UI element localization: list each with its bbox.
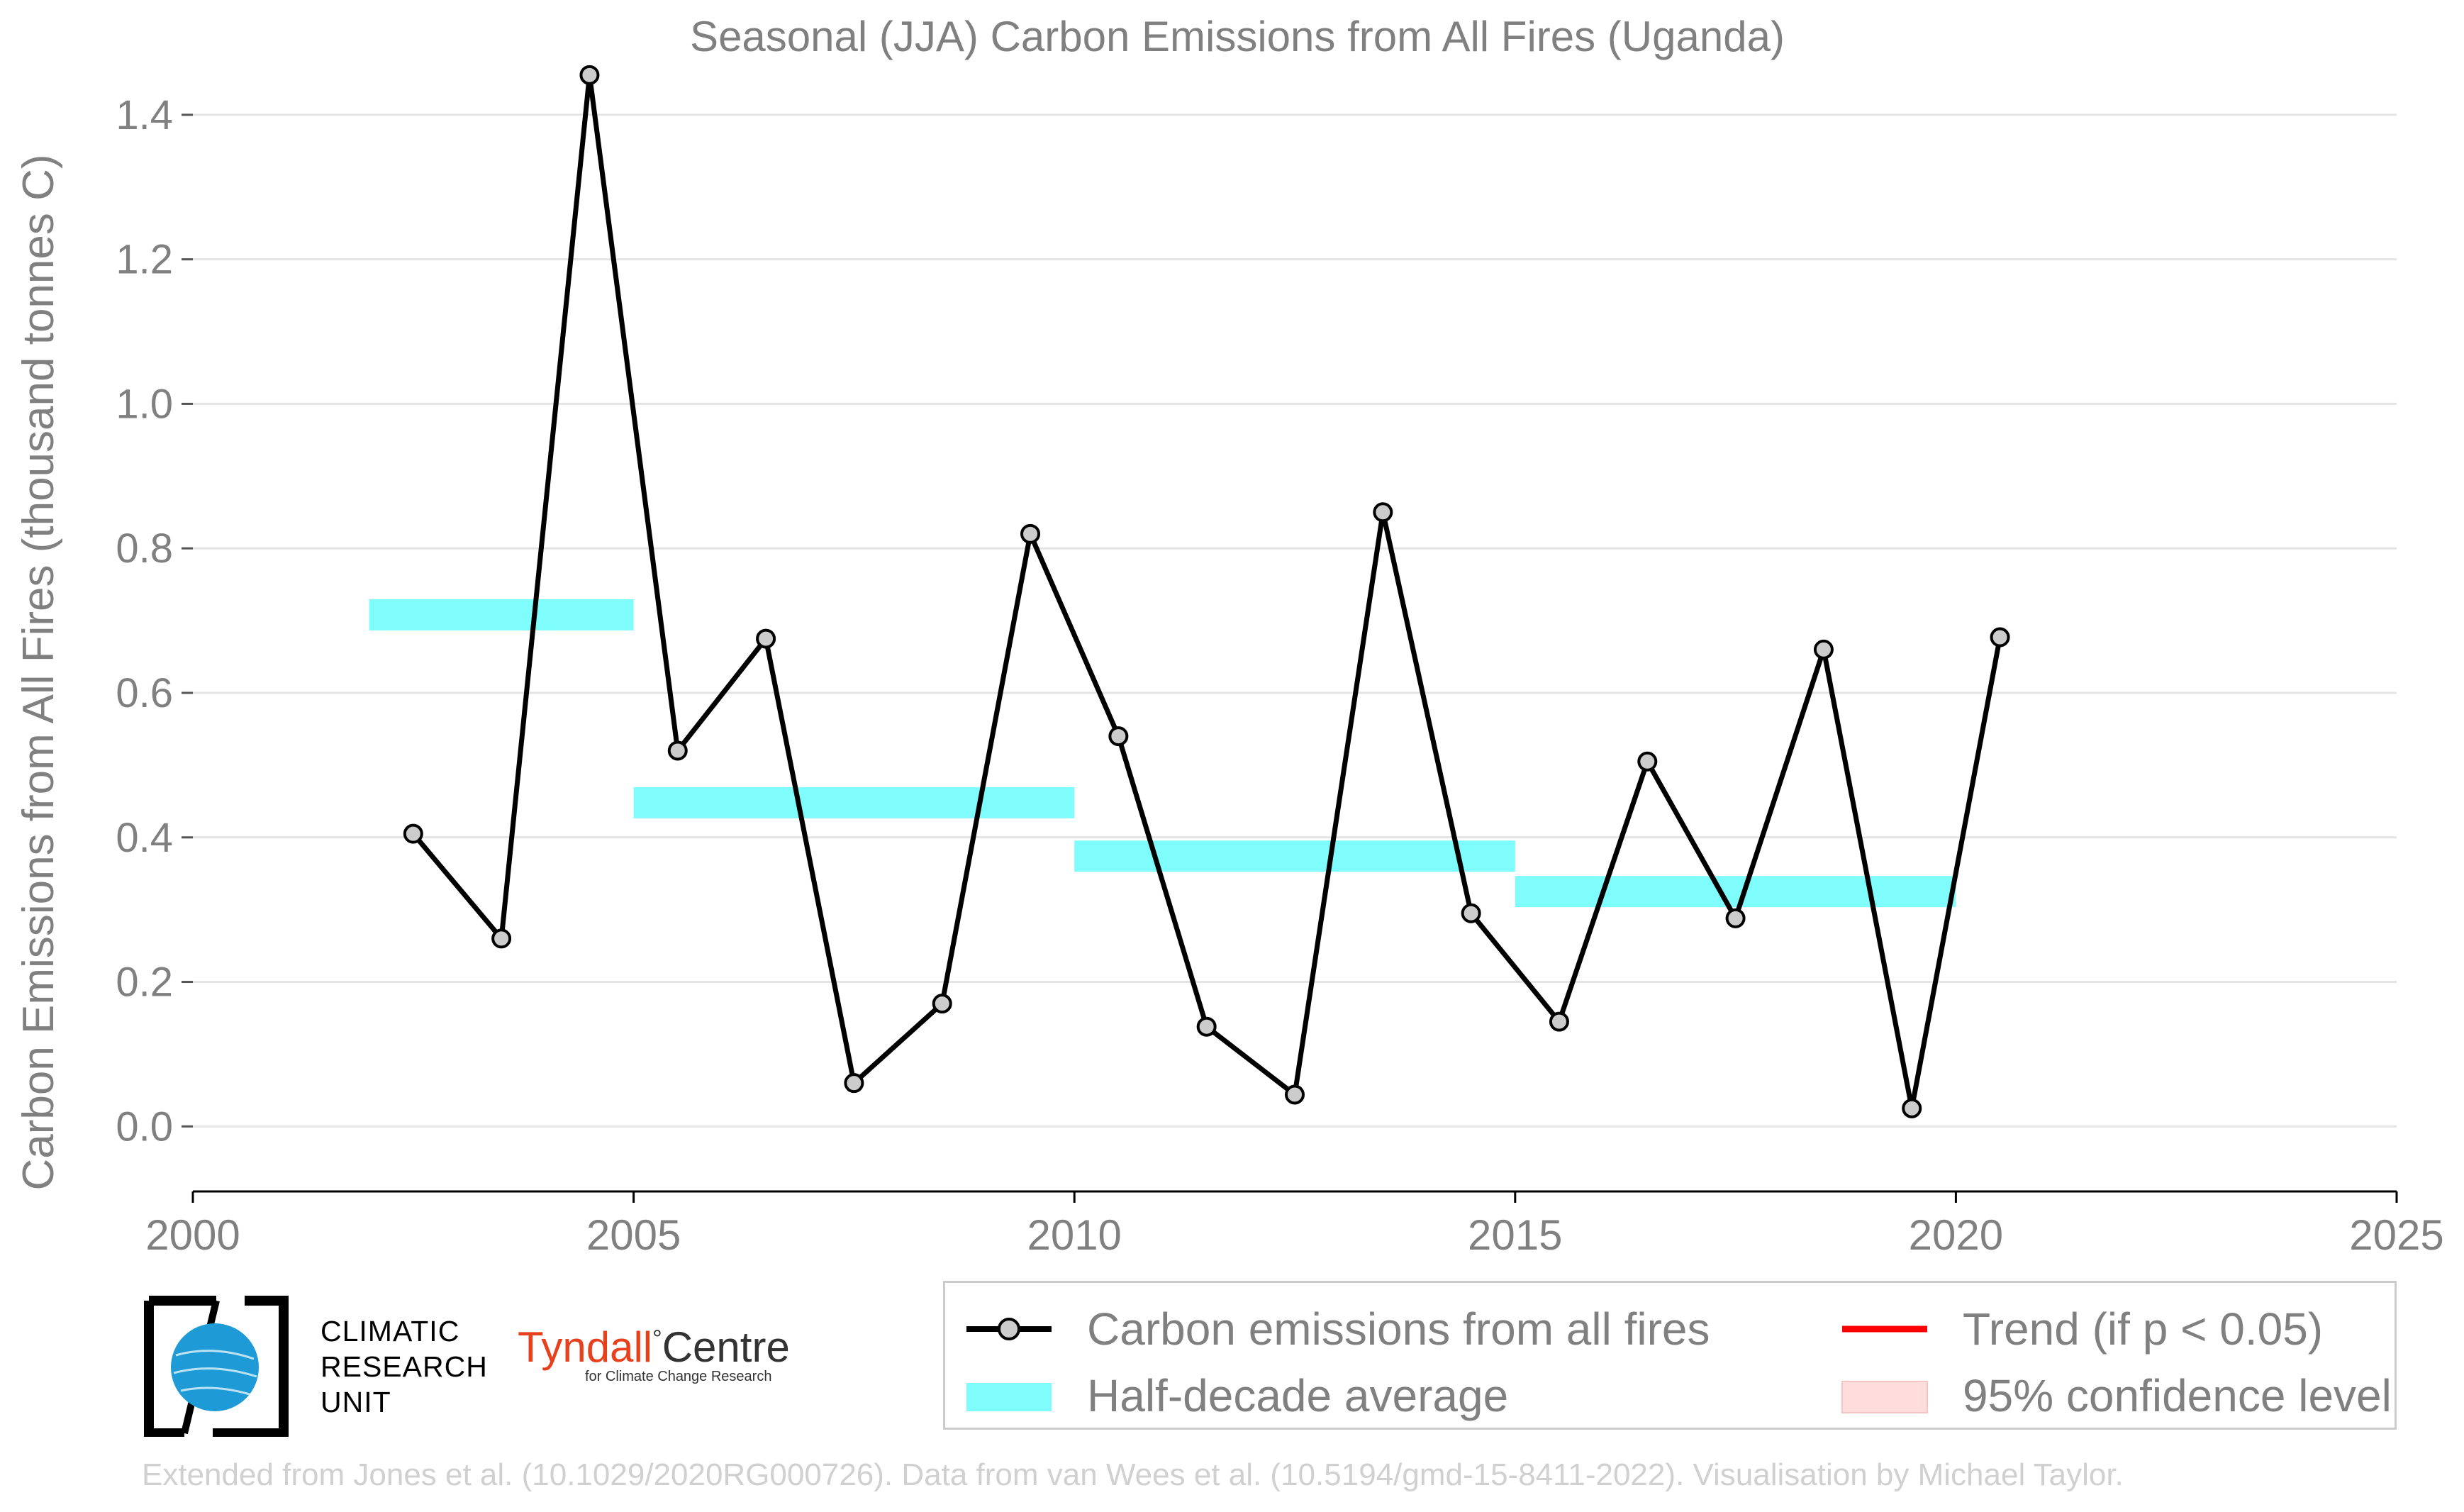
x-axis: 2000 2005 2010 2015 2020 2025 — [145, 1190, 2444, 1259]
series-points — [403, 65, 2010, 1118]
y-axis-label: Carbon Emissions from All Fires (thousan… — [14, 154, 63, 1190]
legend: Carbon emissions from all fires Half-dec… — [943, 1281, 2397, 1430]
legend-item-trend: Trend (if p < 0.05) — [1839, 1303, 2323, 1355]
data-point — [756, 628, 776, 649]
legend-average-label: Half-decade average — [1087, 1370, 1509, 1421]
cru-line-1: CLIMATIC — [320, 1315, 460, 1347]
data-point — [1108, 726, 1129, 747]
y-tick-label: 0.0 — [116, 1104, 173, 1150]
x-tick-label: 2010 — [1027, 1211, 1121, 1259]
data-point — [1285, 1084, 1305, 1105]
legend-line-marker-icon — [963, 1308, 1055, 1350]
data-point — [1549, 1011, 1569, 1032]
cru-logo-text: CLIMATIC RESEARCH UNIT — [320, 1313, 488, 1420]
legend-item-average: Half-decade average — [963, 1369, 1508, 1422]
half-decade-average-bar — [369, 599, 634, 630]
x-tick-label: 2005 — [586, 1211, 681, 1259]
legend-item-series: Carbon emissions from all fires — [963, 1303, 1710, 1355]
x-tick-label: 2000 — [145, 1211, 240, 1259]
chart-title: Seasonal (JJA) Carbon Emissions from All… — [690, 13, 1785, 60]
data-point — [579, 65, 600, 85]
cru-logo — [142, 1295, 312, 1440]
legend-trend-line-icon — [1839, 1308, 1931, 1350]
data-point — [1020, 523, 1041, 544]
series-line — [411, 72, 2003, 1111]
data-point — [844, 1073, 864, 1094]
data-point — [1461, 903, 1481, 923]
x-tick-label: 2015 — [1468, 1211, 1562, 1259]
y-tick-label: 0.6 — [116, 670, 173, 716]
legend-confidence-label: 95% confidence level — [1963, 1370, 2392, 1421]
data-point — [1373, 502, 1393, 523]
half-decade-average-bar — [1515, 876, 1956, 908]
y-tick-label: 0.2 — [116, 960, 173, 1006]
legend-trend-label: Trend (if p < 0.05) — [1963, 1303, 2324, 1355]
credit-text: Extended from Jones et al. (10.1029/2020… — [142, 1457, 2124, 1492]
gridlines — [182, 113, 2397, 1128]
half-decade-average-bar — [1074, 840, 1515, 872]
y-tick-label: 1.0 — [116, 381, 173, 427]
chart-svg: Seasonal (JJA) Carbon Emissions from All… — [14, 13, 2444, 1259]
x-tick-label: 2025 — [2349, 1211, 2443, 1259]
half-decade-average-bars — [369, 599, 1956, 908]
data-point — [1637, 751, 1658, 772]
data-point — [1990, 627, 2010, 647]
legend-series-label: Carbon emissions from all fires — [1087, 1303, 1710, 1355]
tyndall-degree: ° — [652, 1325, 662, 1352]
tyndall-centre: Centre — [662, 1323, 790, 1371]
series-polyline — [411, 72, 2003, 1111]
y-tick-label: 0.8 — [116, 526, 173, 572]
y-tick-label: 1.2 — [116, 237, 173, 283]
data-point — [1196, 1016, 1217, 1037]
tyndall-name: Tyndall — [518, 1323, 653, 1371]
data-point — [667, 740, 688, 761]
data-point — [1725, 908, 1746, 928]
tyndall-logo: Tyndall°Centre for Climate Change Resear… — [518, 1323, 790, 1385]
data-point — [1902, 1098, 1922, 1118]
legend-confidence-swatch-icon — [1839, 1374, 1931, 1417]
legend-average-swatch-icon — [963, 1374, 1055, 1417]
cru-line-3: UNIT — [320, 1386, 391, 1418]
x-tick-label: 2020 — [1909, 1211, 2003, 1259]
y-tick-labels: 0.0 0.2 0.4 0.6 0.8 1.0 1.2 1.4 — [116, 92, 173, 1150]
data-point — [491, 928, 512, 949]
cru-line-2: RESEARCH — [320, 1350, 488, 1383]
legend-item-confidence: 95% confidence level — [1839, 1369, 2392, 1422]
tyndall-subtitle: for Climate Change Research — [585, 1369, 772, 1384]
y-tick-label: 0.4 — [116, 815, 173, 861]
y-tick-label: 1.4 — [116, 92, 173, 138]
data-point — [932, 994, 952, 1014]
half-decade-average-bar — [633, 786, 1075, 818]
data-point — [403, 823, 423, 844]
data-point — [1813, 639, 1834, 660]
